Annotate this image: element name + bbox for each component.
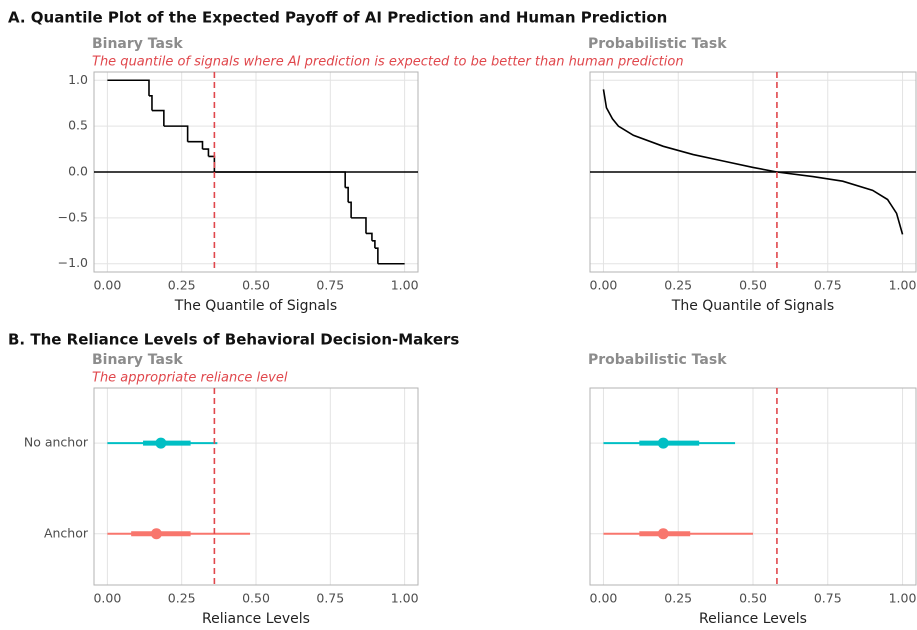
x-tick-label: 1.00 [391,278,419,293]
section-title: A. Quantile Plot of the Expected Payoff … [8,9,667,27]
panel-subtitle: The quantile of signals where AI predict… [92,55,684,70]
x-tick-label: 0.25 [664,278,692,293]
panel-title: Probabilistic Task [588,36,727,52]
y-tick-label: 0.0 [68,164,88,179]
x-tick-label: 0.75 [814,278,842,293]
x-tick-label: 1.00 [889,278,917,293]
step-segment [202,148,210,157]
step-segment [365,232,373,241]
y-tick-label: No anchor [24,435,89,450]
x-axis-title: The Quantile of Signals [174,298,337,314]
panel-title: Binary Task [92,352,183,368]
y-tick-label: −0.5 [58,209,88,224]
point [155,437,167,449]
y-tick-label: −1.0 [58,255,88,270]
x-tick-label: 0.25 [168,591,196,606]
x-tick-label: 0.50 [739,278,767,293]
step-segment [348,201,352,218]
step-segment [107,79,150,96]
panel-title: Probabilistic Task [588,352,727,368]
section-title: B. The Reliance Levels of Behavioral Dec… [8,331,459,349]
step-segment [187,140,204,150]
x-axis-title: The Quantile of Signals [671,298,834,314]
x-tick-label: 0.00 [590,278,618,293]
panel-border [589,387,917,586]
point [150,528,162,540]
x-tick-label: 1.00 [391,591,419,606]
step-segment [163,125,189,142]
step-segment [374,247,379,264]
x-tick-label: 0.50 [242,278,270,293]
x-axis-title: Reliance Levels [202,611,310,627]
panel-subtitle: The appropriate reliance level [92,371,288,386]
x-tick-label: 0.00 [93,591,121,606]
step-segment [351,217,367,234]
x-tick-label: 0.25 [168,278,196,293]
point [657,437,669,449]
y-tick-label: 0.5 [68,118,88,133]
panel-border [93,387,419,586]
step-segment [208,155,216,172]
x-tick-label: 0.75 [814,591,842,606]
x-axis-title: Reliance Levels [699,611,807,627]
x-tick-label: 0.00 [590,591,618,606]
y-tick-label: 1.0 [68,72,88,87]
x-tick-label: 0.50 [739,591,767,606]
point [657,528,669,540]
y-tick-label: Anchor [44,525,89,540]
x-tick-label: 0.00 [93,278,121,293]
step-segment [371,240,376,249]
step-segment [148,95,153,111]
step-segment [214,171,346,188]
x-tick-label: 0.25 [664,591,692,606]
x-tick-label: 0.75 [316,591,344,606]
x-tick-label: 1.00 [889,591,917,606]
step-segment [151,109,165,127]
x-tick-label: 0.75 [316,278,344,293]
panel-title: Binary Task [92,36,183,52]
x-tick-label: 0.50 [242,591,270,606]
step-segment [345,186,349,203]
curve [602,89,904,235]
